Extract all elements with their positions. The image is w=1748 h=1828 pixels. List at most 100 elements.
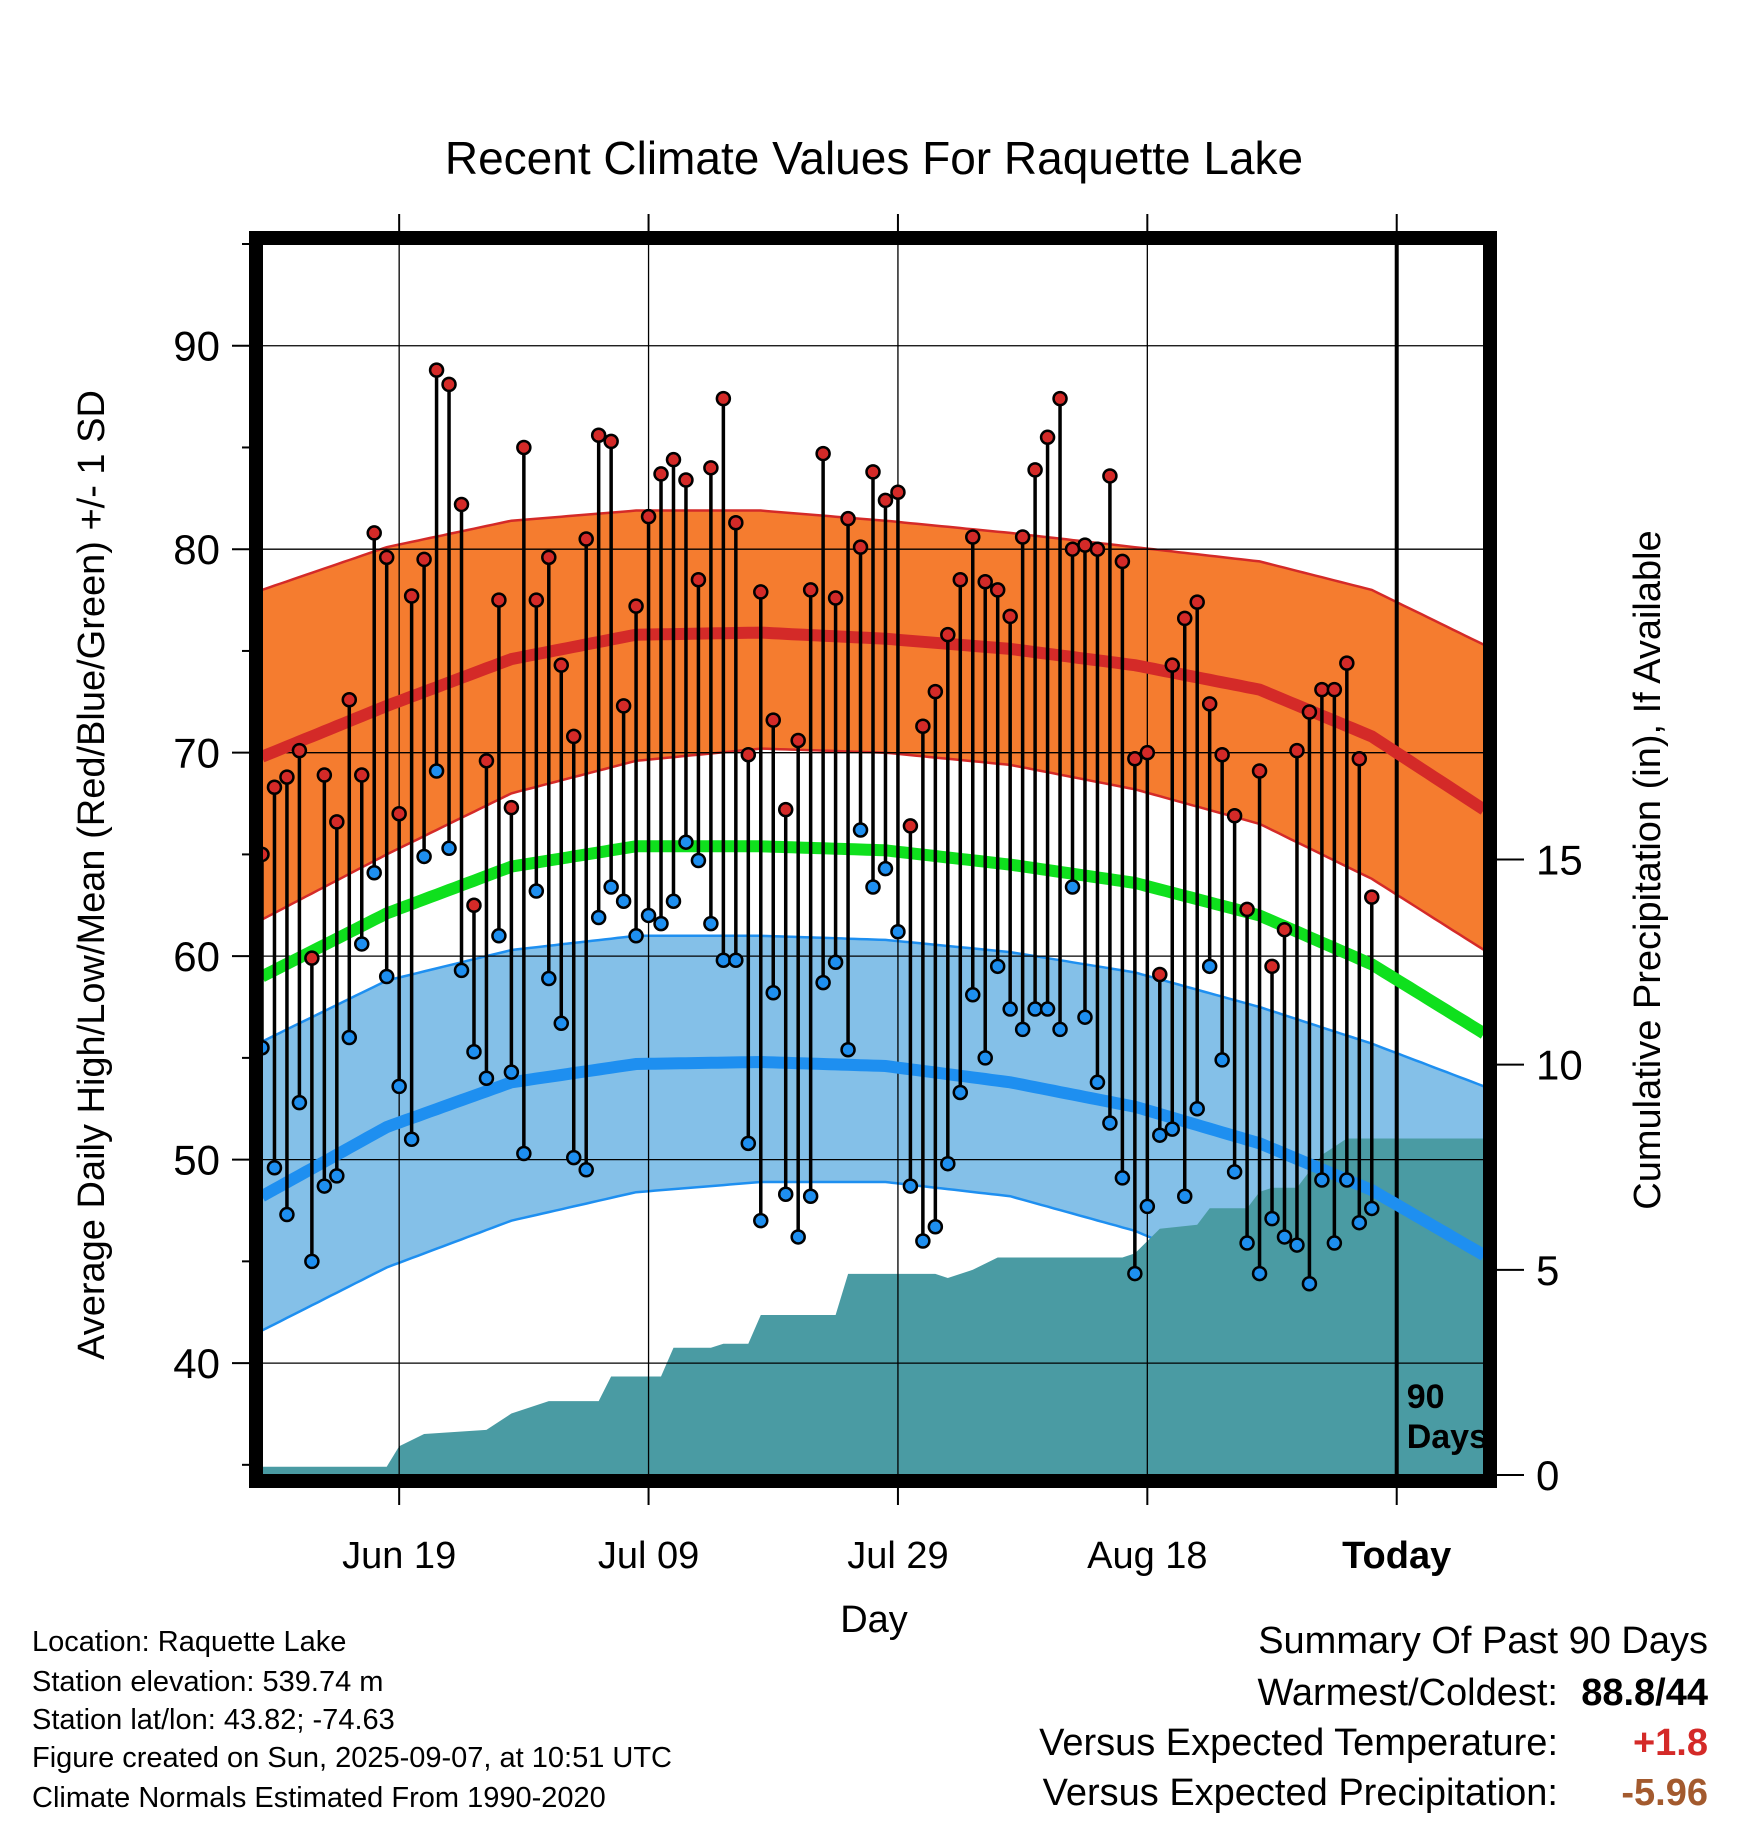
obs-low-point — [453, 962, 470, 979]
obs-low-point — [279, 1206, 295, 1223]
obs-low-point — [852, 822, 869, 838]
obs-low-point — [940, 1155, 956, 1172]
x-tick-label: Jun 19 — [342, 1535, 456, 1577]
obs-high-point — [877, 492, 894, 509]
obs-low-point — [640, 907, 657, 924]
obs-high-point — [441, 376, 457, 393]
x-axis-label: Day — [840, 1599, 908, 1641]
obs-high-point — [341, 692, 358, 708]
obs-high-point — [1351, 751, 1368, 767]
obs-high-point — [391, 805, 407, 822]
obs-low-point — [603, 879, 619, 895]
precip-value: -5.96 — [1621, 1772, 1708, 1814]
obs-high-point — [865, 464, 881, 480]
obs-high-point — [553, 657, 570, 673]
station-latlon: Station lat/lon: 43.82; -74.63 — [32, 1704, 395, 1736]
obs-high-point — [1339, 655, 1355, 671]
x-tick-label: Aug 18 — [1087, 1535, 1207, 1577]
obs-low-point — [1139, 1198, 1156, 1215]
x-tick-label: Today — [1342, 1535, 1451, 1577]
obs-high-point — [628, 598, 644, 614]
station-location: Location: Raquette Lake — [32, 1626, 347, 1658]
obs-low-point — [1251, 1265, 1268, 1282]
obs-low-point — [902, 1178, 919, 1194]
obs-high-point — [1039, 429, 1056, 446]
obs-low-point — [291, 1094, 308, 1111]
obs-low-point — [329, 1168, 345, 1184]
obs-low-point — [865, 879, 881, 895]
obs-low-point — [1064, 879, 1081, 895]
obs-high-point — [1052, 390, 1068, 407]
obs-high-point — [466, 897, 482, 914]
obs-low-point — [1301, 1275, 1318, 1292]
summary-precipitation: Versus Expected Precipitation: -5.96 — [1043, 1772, 1708, 1815]
obs-low-point — [802, 1188, 819, 1204]
obs-low-point — [877, 860, 894, 877]
y-tick-label: 50 — [173, 1137, 220, 1184]
obs-low-point — [977, 1050, 993, 1066]
obs-high-point — [703, 460, 719, 476]
obs-high-point — [428, 362, 445, 378]
obs-low-point — [391, 1078, 407, 1095]
obs-high-point — [266, 779, 283, 796]
obs-low-point — [1226, 1164, 1243, 1180]
obs-high-point — [1139, 744, 1156, 761]
station-elevation: Station elevation: 539.74 m — [32, 1666, 384, 1698]
obs-high-point — [678, 472, 694, 488]
obs-low-point — [989, 958, 1006, 975]
obs-high-point — [1239, 901, 1255, 918]
obs-low-point — [354, 936, 370, 952]
low-sd-band — [262, 935, 1484, 1425]
obs-low-point — [1314, 1172, 1330, 1188]
obs-low-point — [1264, 1210, 1280, 1227]
obs-low-point — [1102, 1115, 1118, 1131]
precip-label: Versus Expected Precipitation: — [1042, 1772, 1558, 1814]
obs-low-point — [466, 1044, 482, 1060]
obs-low-point — [790, 1229, 806, 1245]
obs-high-point — [1014, 529, 1031, 545]
obs-high-point — [603, 433, 619, 450]
obs-high-point — [1077, 537, 1093, 553]
obs-low-point — [777, 1186, 794, 1202]
obs-high-point — [1314, 681, 1330, 698]
obs-high-point — [1027, 462, 1043, 478]
obs-high-point — [1276, 921, 1293, 938]
summary-temperature: Versus Expected Temperature: +1.8 — [1039, 1722, 1708, 1765]
temp-value: +1.8 — [1632, 1722, 1708, 1764]
obs-high-point — [640, 508, 657, 525]
obs-high-point — [890, 484, 906, 500]
obs-low-point — [1077, 1009, 1093, 1025]
obs-low-point — [403, 1131, 420, 1148]
obs-low-point — [952, 1084, 969, 1101]
y2-tick-label: 0 — [1536, 1452, 1559, 1499]
obs-low-point — [366, 864, 382, 881]
obs-high-point — [1064, 541, 1081, 557]
obs-high-point — [503, 799, 520, 816]
temp-label: Versus Expected Temperature: — [1039, 1722, 1558, 1764]
obs-high-point — [1127, 751, 1143, 767]
obs-low-point — [1189, 1101, 1205, 1117]
obs-low-point — [1289, 1237, 1305, 1253]
obs-high-point — [940, 626, 956, 643]
obs-high-point — [615, 698, 632, 714]
obs-high-point — [1189, 594, 1205, 610]
y2-axis-label: Cumulative Precipitation (in), If Availa… — [1627, 530, 1669, 1209]
obs-low-point — [516, 1145, 532, 1162]
obs-high-point — [1364, 889, 1380, 905]
obs-high-point — [1214, 746, 1230, 763]
obs-low-point — [1351, 1214, 1368, 1231]
obs-high-point — [740, 746, 757, 763]
obs-high-point — [478, 753, 495, 769]
obs-low-point — [1039, 1001, 1056, 1017]
obs-low-point — [915, 1233, 931, 1249]
plot-frame — [249, 231, 1497, 1488]
obs-high-point — [815, 445, 831, 462]
y2-tick-label: 5 — [1536, 1247, 1559, 1294]
obs-low-point — [304, 1253, 320, 1270]
obs-low-point — [262, 1039, 270, 1056]
warmest-value: 88.8/44 — [1558, 1672, 1708, 1715]
obs-high-point — [653, 466, 669, 482]
obs-low-point — [590, 909, 607, 926]
y2-tick-label: 15 — [1536, 837, 1583, 884]
obs-low-point — [1339, 1172, 1355, 1188]
